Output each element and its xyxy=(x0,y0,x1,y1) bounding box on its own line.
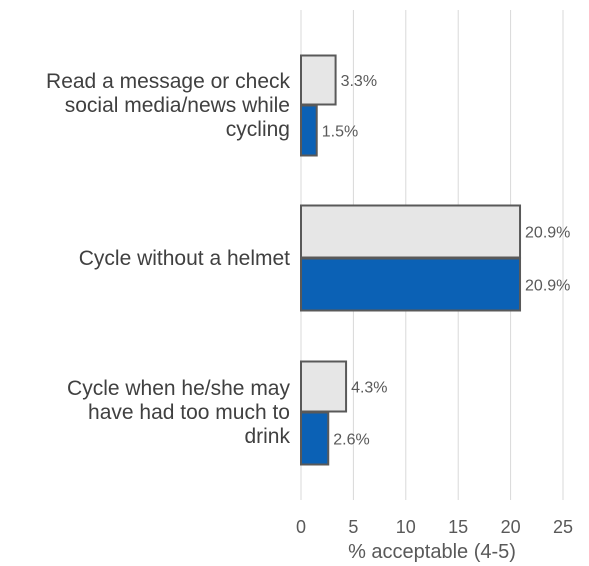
category-label: have had too much to xyxy=(88,401,290,424)
bar-series-2 xyxy=(300,104,318,157)
bar-series-1 xyxy=(300,360,348,413)
bar-series-2 xyxy=(300,411,330,466)
bar-series-1 xyxy=(300,54,337,106)
data-label: 20.9% xyxy=(525,225,570,242)
x-tick-label: 25 xyxy=(553,517,573,537)
data-label: 4.3% xyxy=(351,380,387,397)
x-tick-label: 20 xyxy=(501,517,521,537)
category-label: Read a message or check xyxy=(46,70,290,93)
x-tick-label: 10 xyxy=(396,517,416,537)
category-label: social media/news while xyxy=(65,94,290,117)
category-label: cycling xyxy=(226,118,290,141)
data-label: 2.6% xyxy=(333,432,369,449)
x-tick-label: 15 xyxy=(448,517,468,537)
x-axis-ticks: 0 5 10 15 20 25 xyxy=(296,517,573,537)
category-label: drink xyxy=(244,425,290,448)
data-label: 1.5% xyxy=(322,124,358,141)
data-label: 20.9% xyxy=(525,278,570,295)
data-label: 3.3% xyxy=(341,73,377,90)
x-tick-label: 5 xyxy=(348,517,358,537)
bar-series-1 xyxy=(300,204,522,259)
value-labels: 3.3% 1.5% 20.9% 20.9% 4.3% 2.6% xyxy=(322,73,571,449)
bars xyxy=(300,54,522,466)
category-label: Cycle without a helmet xyxy=(79,247,290,270)
x-axis-title: % acceptable (4-5) xyxy=(348,541,516,563)
bar-series-2 xyxy=(300,257,522,312)
x-tick-label: 0 xyxy=(296,517,306,537)
category-label: Cycle when he/she may xyxy=(67,377,290,400)
